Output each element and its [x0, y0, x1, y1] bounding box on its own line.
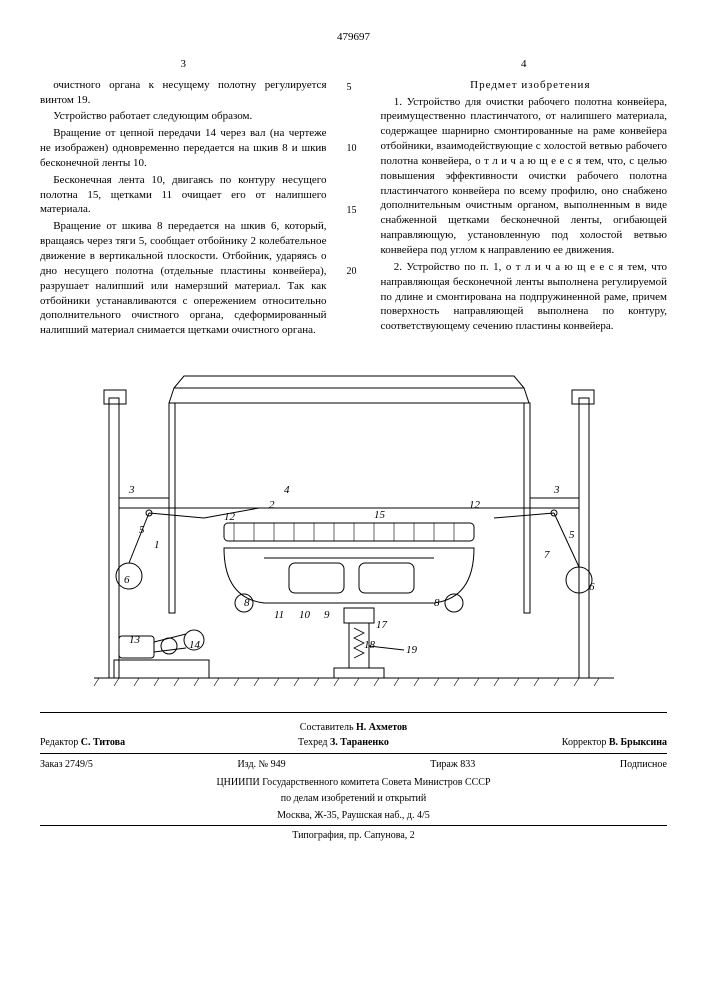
right-column: 4 Предмет изобретения 1. Устройство для …	[381, 57, 668, 340]
diagram-label: 6	[124, 574, 130, 586]
diagram-label: 3	[128, 484, 135, 496]
techred-name: З. Тараненко	[330, 737, 389, 748]
diagram-label: 5	[139, 524, 145, 536]
techred-label: Техред	[298, 737, 327, 748]
typography: Типография, пр. Сапунова, 2	[40, 829, 667, 843]
claim-1: 1. Устройство для очистки рабочего полот…	[381, 95, 668, 258]
editor-name: С. Титова	[81, 737, 125, 748]
subject-heading: Предмет изобретения	[381, 78, 668, 93]
diagram-label: 19	[406, 644, 418, 656]
line-num: 20	[347, 265, 361, 279]
diagram-label: 15	[374, 509, 386, 521]
text-columns: 3 очистного органа к несущему полотну ре…	[40, 57, 667, 340]
patent-number: 479697	[40, 30, 667, 45]
diagram-label: 6	[589, 581, 595, 593]
editor-label: Редактор	[40, 737, 78, 748]
diagram-label: 8	[434, 597, 440, 609]
left-p5: Вращение от шкива 8 передается на шкив 6…	[40, 219, 327, 338]
diagram-label: 9	[324, 609, 330, 621]
diagram-label: 17	[376, 619, 388, 631]
org-address: Москва, Ж-35, Раушская наб., д. 4/5	[40, 809, 667, 823]
diagram-label: 12	[469, 499, 481, 511]
footer-metadata: Составитель Н. Ахметов Редактор С. Титов…	[40, 721, 667, 843]
izd-number: Изд. № 949	[237, 758, 285, 772]
left-p3: Вращение от цепной передачи 14 через вал…	[40, 126, 327, 171]
corrector-cell: Корректор В. Брыксина	[562, 736, 667, 750]
divider	[40, 825, 667, 826]
subscription: Подписное	[620, 758, 667, 772]
diagram-label: 5	[569, 529, 575, 541]
divider	[40, 712, 667, 713]
diagram-label: 2	[269, 499, 275, 511]
compiler-name: Н. Ахметов	[356, 722, 407, 733]
diagram-label: 18	[364, 639, 376, 651]
diagram-label: 11	[274, 609, 284, 621]
diagram-label: 14	[189, 639, 201, 651]
left-p2: Устройство работает следующим образом.	[40, 109, 327, 124]
editors-row: Редактор С. Титова Техред З. Тараненко К…	[40, 735, 667, 751]
left-p4: Бесконечная лента 10, двигаясь по контур…	[40, 173, 327, 218]
left-column: 3 очистного органа к несущему полотну ре…	[40, 57, 327, 340]
diagram-label: 7	[544, 549, 550, 561]
techred-cell: Техред З. Тараненко	[298, 736, 389, 750]
left-p1: очистного органа к несущему полотну регу…	[40, 78, 327, 108]
line-number-gutter: 5 10 15 20	[347, 57, 361, 340]
diagram-label: 8	[244, 597, 250, 609]
divider	[40, 753, 667, 754]
claim-2: 2. Устройство по п. 1, о т л и ч а ю щ е…	[381, 260, 668, 334]
right-page-number: 4	[381, 57, 668, 72]
diagram-label: 3	[553, 484, 560, 496]
editor-cell: Редактор С. Титова	[40, 736, 125, 750]
order-number: Заказ 2749/5	[40, 758, 93, 772]
org-line-1: ЦНИИПИ Государственного комитета Совета …	[40, 776, 667, 790]
line-num: 10	[347, 142, 361, 156]
patent-diagram: 123345566788910111212131415171819	[74, 358, 634, 698]
corrector-name: В. Брыксина	[609, 737, 667, 748]
print-row: Заказ 2749/5 Изд. № 949 Тираж 833 Подпис…	[40, 757, 667, 773]
corrector-label: Корректор	[562, 737, 607, 748]
compiler-label: Составитель	[300, 722, 354, 733]
line-num: 5	[347, 81, 361, 95]
diagram-label: 4	[284, 484, 290, 496]
line-num: 15	[347, 204, 361, 218]
diagram-label: 13	[129, 634, 141, 646]
diagram-label: 1	[154, 539, 160, 551]
left-page-number: 3	[40, 57, 327, 72]
compiler-row: Составитель Н. Ахметов	[40, 721, 667, 735]
diagram-label: 12	[224, 511, 236, 523]
org-line-2: по делам изобретений и открытий	[40, 792, 667, 806]
diagram-label: 10	[299, 609, 311, 621]
tirazh: Тираж 833	[430, 758, 475, 772]
